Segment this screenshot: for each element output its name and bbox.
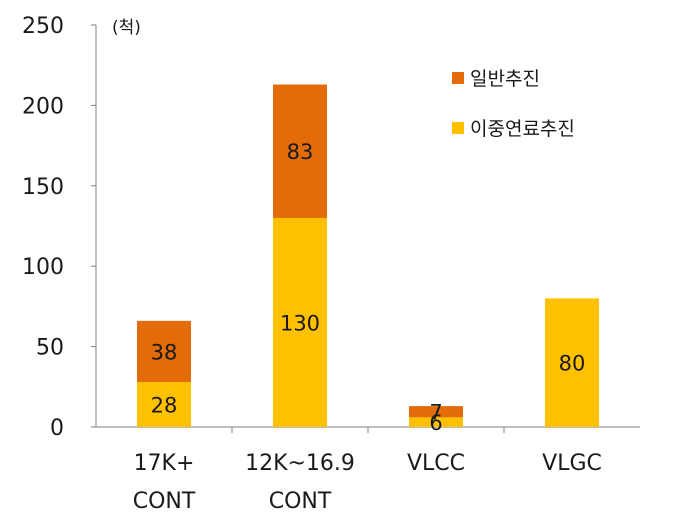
data-label: 38	[151, 340, 178, 364]
y-tick-label: 50	[36, 336, 64, 361]
x-tick-label: 12K~16.9	[245, 451, 355, 476]
unit-label: (척)	[112, 18, 141, 38]
y-tick-label: 250	[22, 14, 64, 39]
bar-segment	[545, 298, 599, 427]
data-label: 80	[559, 352, 586, 376]
data-label: 130	[280, 311, 320, 335]
data-label: 6	[429, 411, 442, 435]
x-tick-label: VLGC	[542, 451, 602, 476]
data-label: 7	[429, 401, 442, 425]
y-tick-label: 100	[22, 255, 64, 280]
data-labels: 28 38 130 83 67 80	[151, 140, 586, 435]
bar-segment	[409, 406, 463, 418]
bar-segment	[273, 84, 327, 218]
x-tick-label: VLCC	[407, 451, 465, 476]
bar-segment	[409, 417, 463, 427]
legend-swatch	[452, 122, 464, 134]
legend-label: 이중연료추진	[470, 118, 575, 140]
y-tick-label: 150	[22, 175, 64, 200]
bar-segment	[273, 217, 327, 427]
bar-segment	[137, 381, 191, 427]
x-tick-label: 17K+	[134, 451, 195, 476]
y-tick-label: 200	[22, 94, 64, 119]
x-tick-label: CONT	[269, 489, 332, 514]
data-label: 28	[151, 393, 178, 417]
y-tick-label: 0	[50, 416, 64, 441]
bar-segment	[137, 320, 191, 382]
legend-label: 일반추진	[470, 68, 540, 90]
axes: 0 50 100 150 200 250 (척) 17K+ CONT 12K~16.9 CONT VL…	[22, 14, 640, 514]
bars	[137, 84, 599, 427]
x-tick-label: CONT	[133, 489, 196, 514]
data-label: 83	[287, 140, 314, 164]
legend-swatch	[452, 72, 464, 84]
